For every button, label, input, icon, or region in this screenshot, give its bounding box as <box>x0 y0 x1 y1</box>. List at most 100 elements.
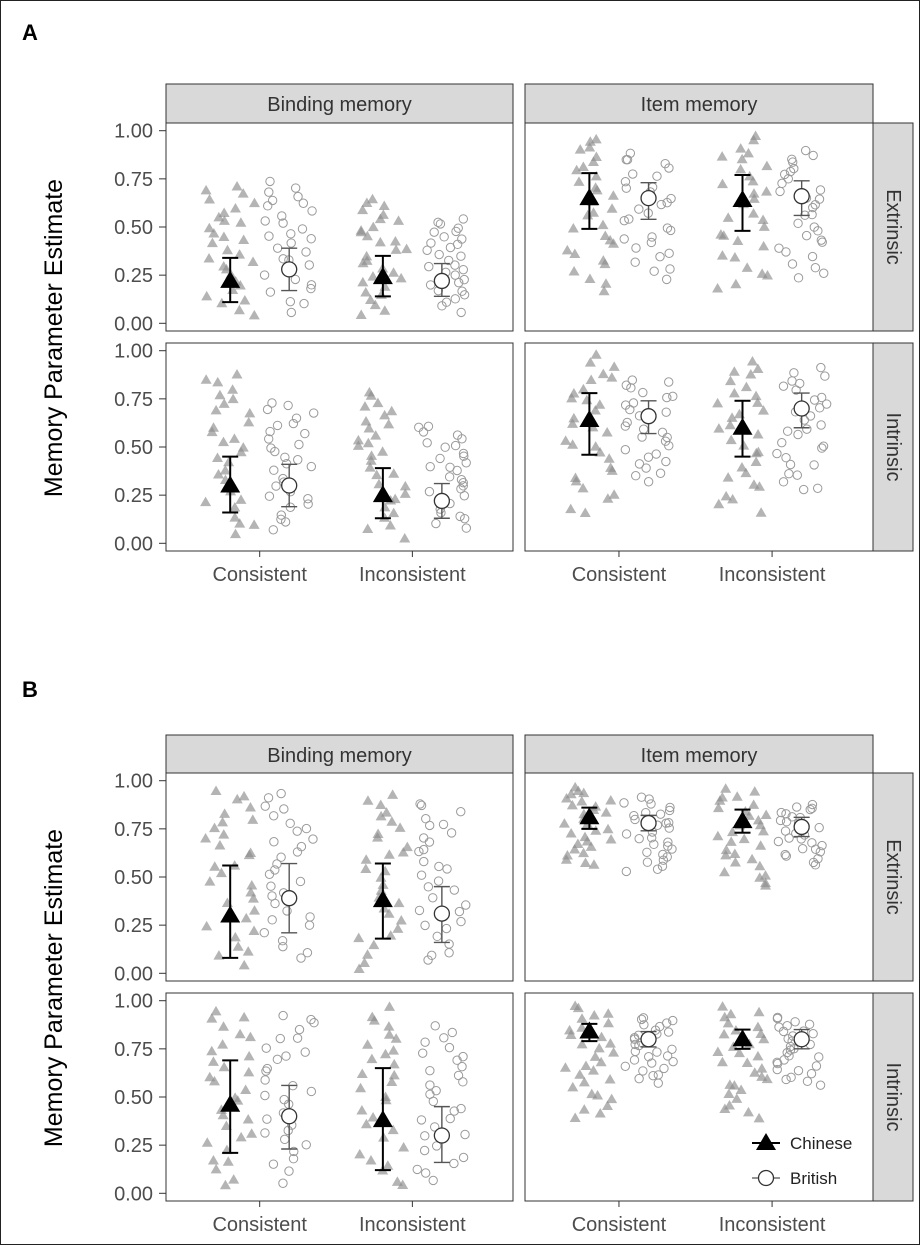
data-point-british <box>785 166 796 177</box>
data-point-chinese <box>599 230 611 240</box>
data-point-chinese <box>366 1011 378 1022</box>
data-point-chinese <box>362 437 374 448</box>
data-point-british <box>661 456 671 467</box>
data-point-chinese <box>573 176 585 186</box>
facet-strip-column <box>165 734 514 775</box>
data-point-british <box>793 273 804 283</box>
data-point-chinese <box>235 494 247 504</box>
data-point-chinese <box>748 193 760 203</box>
data-point-british <box>776 807 786 818</box>
data-point-british <box>668 1056 678 1067</box>
data-point-chinese <box>210 404 222 415</box>
data-point-british <box>444 1042 455 1053</box>
data-point-chinese <box>589 1051 601 1061</box>
data-point-british <box>431 1085 441 1096</box>
data-point-british <box>419 1145 430 1156</box>
data-point-chinese <box>716 250 728 260</box>
data-point-chinese <box>397 1179 409 1189</box>
data-point-british <box>458 214 469 224</box>
mean-marker-chinese <box>372 485 393 503</box>
data-point-british <box>272 420 283 431</box>
data-point-british <box>458 481 468 491</box>
data-point-british <box>425 1080 435 1090</box>
data-point-chinese <box>574 1069 586 1079</box>
data-point-british <box>435 453 445 464</box>
data-point-british <box>267 195 278 206</box>
data-point-british <box>460 1129 470 1140</box>
data-point-chinese <box>248 925 260 935</box>
data-point-chinese <box>569 472 581 482</box>
data-point-british <box>622 417 632 428</box>
data-point-british <box>792 802 802 812</box>
data-point-chinese <box>374 236 386 247</box>
data-point-british <box>668 391 678 402</box>
data-point-british <box>778 381 789 391</box>
y-tick-label: 0.75 <box>114 169 153 191</box>
data-point-chinese <box>379 1048 391 1059</box>
data-point-british <box>621 866 632 877</box>
data-point-chinese <box>747 175 759 186</box>
data-point-british <box>446 828 457 838</box>
data-point-british <box>797 844 808 854</box>
data-point-british <box>628 169 638 179</box>
data-point-chinese <box>727 493 739 504</box>
data-point-chinese <box>735 143 747 153</box>
data-point-chinese <box>604 1074 616 1084</box>
data-point-chinese <box>352 434 364 445</box>
data-point-british <box>279 1094 289 1105</box>
data-point-british <box>620 444 631 455</box>
data-point-british <box>434 861 444 872</box>
data-point-british <box>450 294 460 304</box>
data-point-british <box>780 849 790 860</box>
data-point-chinese <box>606 203 618 213</box>
data-point-chinese <box>388 507 400 518</box>
data-point-chinese <box>389 235 401 246</box>
data-point-british <box>655 251 665 262</box>
data-point-british <box>620 176 631 187</box>
mean-marker-british <box>281 477 298 494</box>
data-point-british <box>425 461 435 472</box>
data-point-british <box>278 941 288 952</box>
mean-marker-chinese <box>732 190 753 208</box>
data-point-british <box>283 400 293 411</box>
data-point-chinese <box>741 1057 753 1067</box>
data-point-chinese <box>584 273 596 283</box>
data-point-chinese <box>569 248 581 259</box>
data-point-british <box>807 251 818 262</box>
data-point-chinese <box>568 388 580 398</box>
data-point-chinese <box>367 1112 379 1122</box>
data-point-chinese <box>725 434 737 445</box>
data-point-british <box>802 424 812 434</box>
data-point-chinese <box>210 1005 222 1016</box>
data-point-british <box>298 198 309 208</box>
data-point-british <box>427 950 437 961</box>
data-point-british <box>435 219 446 229</box>
y-tick-label: 0.25 <box>114 265 153 287</box>
data-point-chinese <box>227 393 239 404</box>
data-point-chinese <box>234 249 246 259</box>
x-tick-label: Inconsistent <box>359 564 466 586</box>
data-point-british <box>296 953 306 963</box>
data-point-british <box>303 499 313 509</box>
data-point-british <box>264 491 275 501</box>
facet-strip-row <box>872 992 914 1202</box>
data-point-british <box>306 234 316 244</box>
data-point-chinese <box>385 930 397 940</box>
data-point-chinese <box>740 381 752 392</box>
data-point-chinese <box>231 180 243 191</box>
data-point-chinese <box>716 151 728 161</box>
data-point-british <box>458 1051 468 1062</box>
data-point-british <box>638 1066 648 1076</box>
data-point-chinese <box>221 244 233 255</box>
data-point-british <box>420 1131 430 1141</box>
data-point-british <box>262 1114 272 1124</box>
data-point-chinese <box>736 461 748 472</box>
data-point-chinese <box>393 215 405 225</box>
data-point-chinese <box>208 228 220 238</box>
mean-marker-chinese <box>579 1021 600 1039</box>
data-point-chinese <box>608 489 620 499</box>
data-point-chinese <box>356 1068 368 1079</box>
data-point-british <box>815 185 826 195</box>
data-point-chinese <box>722 212 734 222</box>
